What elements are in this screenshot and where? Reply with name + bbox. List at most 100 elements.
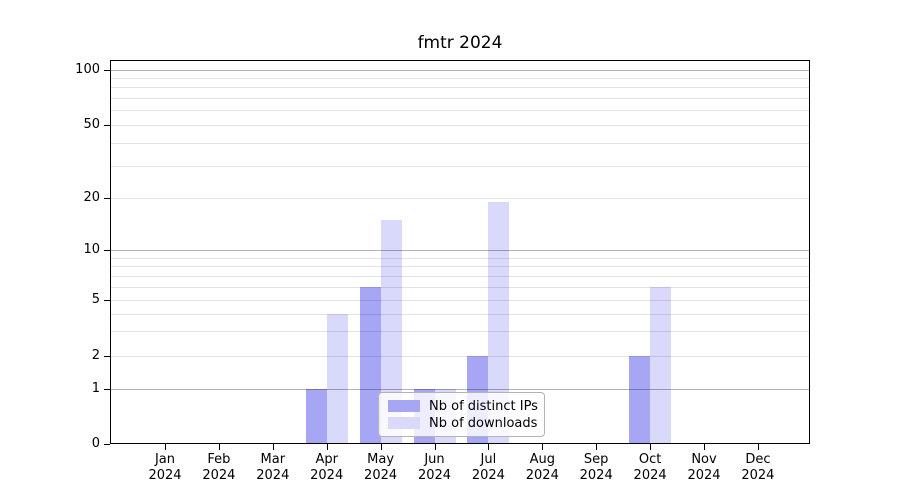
y-tick-mark [104, 300, 110, 301]
x-label-month: Nov [691, 452, 717, 467]
x-label-month: Mar [260, 452, 286, 467]
gridline [110, 125, 810, 126]
x-tick-mark [542, 444, 544, 450]
y-tick-mark [104, 250, 110, 251]
x-tick-mark [757, 444, 759, 450]
x-label-year: 2024 [310, 468, 344, 483]
y-tick-label: 20 [83, 190, 100, 205]
y-tick-label: 100 [75, 61, 100, 77]
x-label-year: 2024 [417, 468, 452, 483]
legend-swatch-downloads [388, 417, 420, 429]
bar-distinct-ips [305, 388, 327, 443]
x-label-month: Jan [154, 452, 176, 467]
x-tick-mark [218, 444, 220, 450]
y-tick-label: 2 [91, 348, 100, 363]
gridline [110, 331, 810, 333]
x-tick-label: Oct 2024 [622, 452, 678, 484]
x-tick-label: Aug 2024 [514, 452, 570, 484]
gridline [110, 257, 810, 259]
y-tick-label: 50 [83, 117, 100, 132]
bar-distinct-ips [629, 356, 651, 443]
x-tick-label: Apr 2024 [299, 452, 355, 484]
spine-left [110, 60, 111, 444]
bar-downloads [488, 201, 510, 443]
x-label-year: 2024 [256, 468, 290, 483]
gridline [110, 300, 810, 301]
y-tick-mark [104, 125, 110, 126]
y-tick-label: 10 [83, 242, 100, 257]
gridline [110, 69, 810, 71]
y-tick-mark [104, 388, 110, 390]
spine-bottom [110, 443, 810, 444]
y-tick-mark [104, 69, 110, 71]
x-label-month: Apr [315, 452, 338, 467]
x-label-month: Jun [424, 452, 445, 467]
gridline [110, 356, 810, 357]
spine-top [110, 60, 810, 61]
x-label-month: Sep [583, 452, 609, 467]
x-tick-mark [326, 444, 328, 450]
y-tick-mark [104, 356, 110, 357]
y-tick-mark [104, 198, 110, 199]
x-tick-label: Jul 2024 [460, 452, 516, 484]
x-label-month: Feb [207, 452, 231, 467]
gridline [110, 87, 810, 89]
grid-layer [110, 60, 810, 444]
bar-downloads [326, 313, 348, 443]
x-label-month: Oct [638, 452, 662, 467]
x-label-month: Jul [480, 452, 497, 467]
x-tick-mark [704, 444, 705, 450]
y-tick-mark [104, 444, 110, 445]
legend: Nb of distinct IPs Nb of downloads [378, 392, 545, 437]
gridline [110, 286, 810, 288]
x-tick-mark [165, 444, 166, 450]
x-tick-mark [488, 444, 490, 450]
y-tick-label: 0 [91, 436, 100, 451]
x-label-year: 2024 [633, 468, 667, 483]
x-tick-label: Sep 2024 [568, 452, 624, 484]
x-tick-mark [650, 444, 652, 450]
legend-label: Nb of downloads [429, 415, 538, 431]
x-tick-label: Feb 2024 [191, 452, 247, 484]
gridline [110, 98, 810, 100]
spine-right [809, 60, 810, 444]
gridline [110, 142, 810, 144]
gridline [110, 250, 810, 251]
x-tick-label: Dec 2024 [730, 452, 786, 484]
chart-title: fmtr 2024 [417, 33, 503, 53]
x-tick-mark [596, 444, 598, 450]
x-label-year: 2024 [471, 468, 505, 483]
x-tick-label: Mar 2024 [245, 452, 301, 484]
x-tick-label: May 2024 [353, 452, 409, 484]
x-tick-label: Nov 2024 [676, 452, 732, 484]
x-tick-mark [434, 444, 436, 450]
legend-label: Nb of distinct IPs [429, 398, 538, 414]
y-tick-label: 1 [91, 380, 100, 396]
gridline [110, 313, 810, 315]
gridline [110, 388, 810, 390]
x-label-year: 2024 [687, 468, 721, 483]
x-label-year: 2024 [148, 468, 182, 483]
bar-downloads [380, 219, 402, 443]
x-label-year: 2024 [525, 468, 559, 483]
gridline [110, 165, 810, 167]
legend-swatch-distinct-ips [388, 400, 420, 412]
x-label-month: Aug [529, 452, 555, 467]
x-label-year: 2024 [202, 468, 236, 483]
legend-item-downloads: Nb of downloads [388, 415, 537, 431]
gridline [110, 110, 810, 112]
x-label-year: 2024 [741, 468, 775, 483]
x-label-month: Dec [745, 452, 771, 467]
x-label-year: 2024 [364, 468, 398, 483]
x-tick-label: Jun 2024 [407, 452, 463, 484]
x-tick-mark [380, 444, 382, 450]
x-tick-mark [272, 444, 274, 450]
gridline [110, 266, 810, 268]
bar-downloads [650, 286, 672, 443]
x-label-month: May [367, 452, 395, 467]
gridline [110, 198, 810, 199]
legend-item-distinct-ips: Nb of distinct IPs [388, 398, 538, 414]
bar-distinct-ips [359, 286, 381, 443]
x-label-year: 2024 [579, 468, 613, 483]
